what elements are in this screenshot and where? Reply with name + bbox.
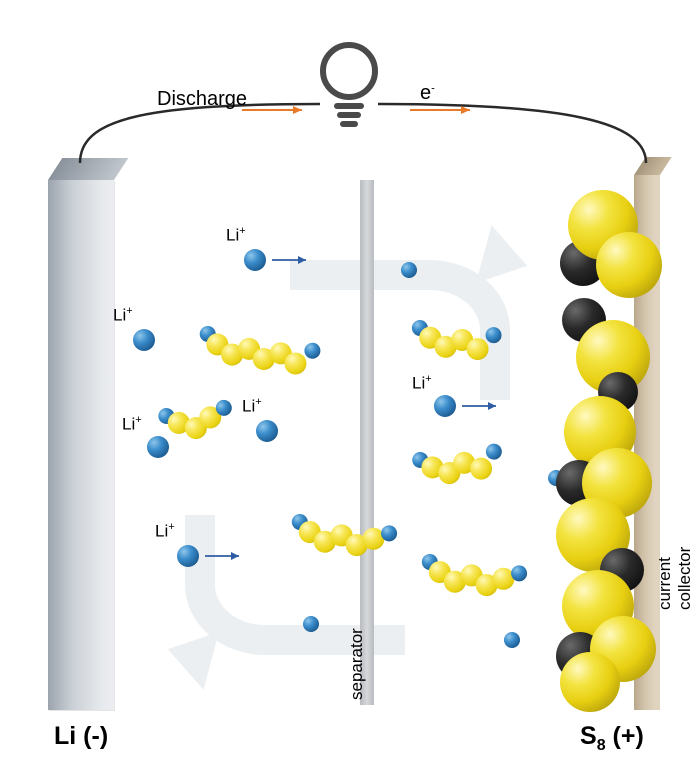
li-ion-label: Li+ bbox=[242, 396, 262, 417]
electron-label: e- bbox=[420, 82, 435, 105]
li-ion bbox=[133, 329, 155, 351]
li-ion-label: Li+ bbox=[155, 521, 175, 542]
li-ion bbox=[256, 420, 278, 442]
sulfur-sphere bbox=[596, 232, 662, 298]
collector-label: current collector bbox=[655, 547, 695, 610]
cathode-label: S8 (+) bbox=[580, 722, 644, 755]
anode-label: Li (-) bbox=[54, 722, 108, 751]
li-ion-label: Li+ bbox=[412, 373, 432, 394]
li-ion-label: Li+ bbox=[122, 414, 142, 435]
separator-label: separator bbox=[347, 628, 367, 700]
sulfur-sphere bbox=[560, 652, 620, 712]
li-ion bbox=[177, 545, 199, 567]
discharge-label: Discharge bbox=[157, 88, 247, 111]
li-ion bbox=[401, 262, 417, 278]
li-ion-label: Li+ bbox=[113, 305, 133, 326]
li-ion bbox=[147, 436, 169, 458]
bulb-icon bbox=[316, 42, 382, 132]
li-ion bbox=[434, 395, 456, 417]
li-ion bbox=[244, 249, 266, 271]
li-ion bbox=[504, 632, 520, 648]
li-ion-label: Li+ bbox=[226, 225, 246, 246]
li-ion bbox=[303, 616, 319, 632]
